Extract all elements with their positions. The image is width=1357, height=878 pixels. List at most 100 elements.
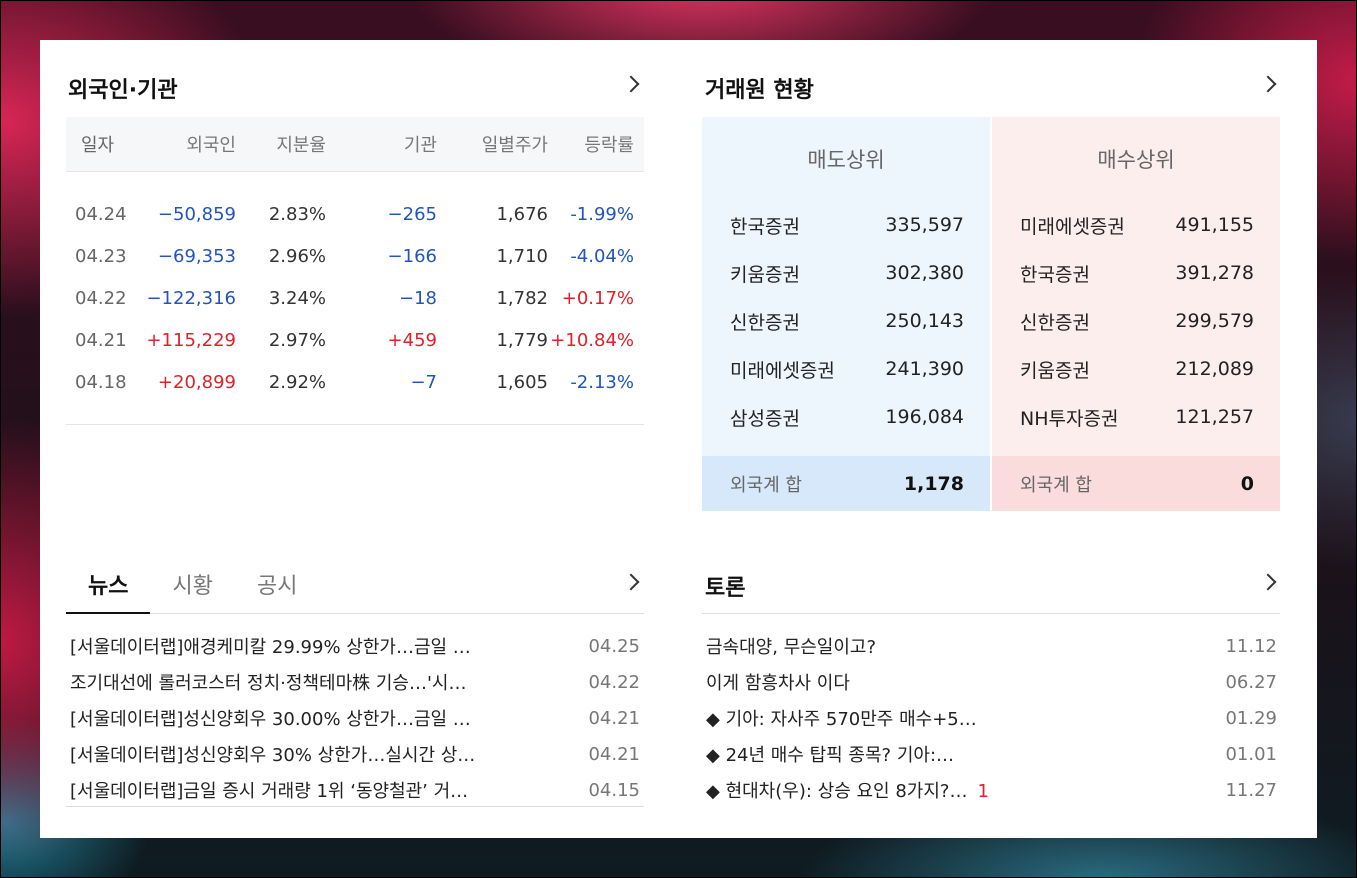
sell-header: 매도상위 bbox=[807, 148, 885, 172]
news-date: 04.15 bbox=[588, 779, 640, 801]
discussion-title-text[interactable]: ◆ 기아: 자사주 570만주 매수+5… bbox=[706, 705, 977, 731]
broker-value: 299,579 bbox=[1175, 310, 1254, 332]
list-item: 신한증권 250,143 bbox=[702, 297, 990, 345]
broker-value: 196,084 bbox=[885, 406, 964, 428]
row-price: 1,710 bbox=[496, 245, 548, 267]
foreign-institution-more-icon[interactable] bbox=[622, 75, 640, 93]
news-title[interactable]: [서울데이터랩]애경케미칼 29.99% 상한가…금일 … bbox=[70, 637, 471, 658]
row-ratio: 2.96% bbox=[268, 245, 326, 267]
row-change: +10.84% bbox=[550, 329, 634, 351]
foreign-total-label: 외국계 합 bbox=[730, 474, 802, 496]
list-item[interactable]: [서울데이터랩]성신양회우 30% 상한가…실시간 상… 04.21 bbox=[70, 736, 642, 772]
tab-news[interactable]: 뉴스 bbox=[66, 562, 151, 614]
broker-more-icon[interactable] bbox=[1259, 75, 1277, 93]
broker-name: 신한증권 bbox=[730, 311, 800, 334]
post-title[interactable]: ◆ 24년 매수 탑픽 종목? 기아:… bbox=[706, 745, 955, 766]
broker-value: 335,597 bbox=[885, 214, 964, 236]
row-inst: −18 bbox=[399, 287, 437, 309]
broker-value: 241,390 bbox=[885, 358, 964, 380]
list-item: 키움증권 302,380 bbox=[702, 249, 990, 297]
buy-top-column: 매수상위 미래에셋증권 491,155 한국증권 391,278 신한증권 299,5… bbox=[992, 117, 1280, 511]
header-foreign: 외국인 bbox=[186, 135, 236, 156]
list-item: 키움증권 212,089 bbox=[992, 345, 1280, 393]
broker-panel: 매도상위 한국증권 335,597 키움증권 302,380 신한증권 250,143… bbox=[702, 117, 1280, 511]
discussion-list: 금속대양, 무슨일이고? 11.12 이게 함흥차사 이다 06.27 ◆ 기아: … bbox=[706, 628, 1279, 808]
news-date: 04.21 bbox=[588, 743, 640, 765]
list-item: NH투자증권 121,257 bbox=[992, 393, 1280, 441]
broker-value: 250,143 bbox=[885, 310, 964, 332]
list-item[interactable]: 금속대양, 무슨일이고? 11.12 bbox=[706, 628, 1279, 664]
list-item[interactable]: [서울데이터랩]성신양회우 30.00% 상한가…금일 … 04.21 bbox=[70, 700, 642, 736]
broker-name: 한국증권 bbox=[1020, 263, 1090, 286]
list-item[interactable]: 조기대선에 롤러코스터 정치·정책테마株 기승…'시… 04.22 bbox=[70, 664, 642, 700]
row-price: 1,676 bbox=[496, 203, 548, 225]
post-title[interactable]: 이게 함흥차사 이다 bbox=[706, 673, 850, 694]
post-date: 11.27 bbox=[1225, 779, 1277, 801]
list-item: 한국증권 335,597 bbox=[702, 201, 990, 249]
list-item[interactable]: 이게 함흥차사 이다 06.27 bbox=[706, 664, 1279, 700]
row-price: 1,782 bbox=[496, 287, 548, 309]
row-foreign: −69,353 bbox=[157, 245, 236, 267]
foreign-total-value: 0 bbox=[1240, 472, 1254, 495]
table-header: 일자 외국인 지분율 기관 일별주가 등락률 bbox=[66, 117, 644, 172]
row-inst: +459 bbox=[387, 329, 437, 351]
header-inst: 기관 bbox=[403, 135, 437, 156]
row-date: 04.23 bbox=[75, 245, 127, 267]
row-change: -1.99% bbox=[570, 203, 634, 225]
list-item: 삼성증권 196,084 bbox=[702, 393, 990, 441]
broker-name: 키움증권 bbox=[1020, 359, 1090, 382]
list-item[interactable]: ◆ 기아: 자사주 570만주 매수+5… 01.29 bbox=[706, 700, 1279, 736]
news-date: 04.25 bbox=[588, 635, 640, 657]
news-title[interactable]: [서울데이터랩]금일 증시 거래량 1위 ‘동양철관’ 거… bbox=[70, 781, 469, 802]
tab-disclosure[interactable]: 공시 bbox=[256, 574, 298, 599]
foreign-total-label: 외국계 합 bbox=[1020, 474, 1092, 496]
news-title[interactable]: [서울데이터랩]성신양회우 30% 상한가…실시간 상… bbox=[70, 745, 476, 766]
broker-name: NH투자증권 bbox=[1020, 407, 1119, 430]
post-title[interactable]: ◆ 현대차(우): 상승 요인 8가지?… bbox=[706, 781, 968, 802]
buy-header: 매수상위 bbox=[1097, 148, 1175, 172]
tab-market[interactable]: 시황 bbox=[172, 574, 213, 599]
broker-name: 미래에셋증권 bbox=[1020, 215, 1125, 238]
news-divider bbox=[66, 806, 644, 807]
discussion-title-text[interactable]: 이게 함흥차사 이다 bbox=[706, 669, 850, 695]
discussion-title-text[interactable]: 금속대양, 무슨일이고? bbox=[706, 633, 876, 659]
table-row: 04.18 +20,899 2.92% −7 1,605 -2.13% bbox=[66, 361, 644, 403]
broker-name: 한국증권 bbox=[730, 215, 800, 238]
row-inst: −7 bbox=[410, 371, 437, 393]
row-change: +0.17% bbox=[561, 287, 634, 309]
list-item[interactable]: [서울데이터랩]애경케미칼 29.99% 상한가…금일 … 04.25 bbox=[70, 628, 642, 664]
list-item[interactable]: ◆ 24년 매수 탑픽 종목? 기아:… 01.01 bbox=[706, 736, 1279, 772]
news-date: 04.22 bbox=[588, 671, 640, 693]
post-title[interactable]: ◆ 기아: 자사주 570만주 매수+5… bbox=[706, 709, 977, 730]
news-title[interactable]: [서울데이터랩]성신양회우 30.00% 상한가…금일 … bbox=[70, 709, 471, 730]
post-title[interactable]: 금속대양, 무슨일이고? bbox=[706, 637, 877, 658]
row-foreign: +20,899 bbox=[157, 371, 236, 393]
broker-value: 391,278 bbox=[1175, 262, 1254, 284]
post-date: 11.12 bbox=[1225, 635, 1277, 657]
discussion-divider bbox=[702, 613, 1280, 614]
news-date: 04.21 bbox=[588, 707, 640, 729]
row-price: 1,779 bbox=[496, 329, 548, 351]
list-item[interactable]: ◆ 현대차(우): 상승 요인 8가지?… 1 11.27 bbox=[706, 772, 1279, 808]
row-foreign: −122,316 bbox=[146, 287, 236, 309]
discussion-title-text[interactable]: ◆ 24년 매수 탑픽 종목? 기아:… bbox=[706, 741, 954, 767]
row-inst: −265 bbox=[387, 203, 437, 225]
row-inst: −166 bbox=[387, 245, 437, 267]
list-item[interactable]: [서울데이터랩]금일 증시 거래량 1위 ‘동양철관’ 거… 04.15 bbox=[70, 772, 642, 808]
list-item: 신한증권 299,579 bbox=[992, 297, 1280, 345]
broker-value: 212,089 bbox=[1175, 358, 1254, 380]
news-title[interactable]: 조기대선에 롤러코스터 정치·정책테마株 기승…'시… bbox=[70, 673, 467, 694]
buy-foreign-total: 외국계 합 0 bbox=[992, 456, 1280, 511]
table-row: 04.22 −122,316 3.24% −18 1,782 +0.17% bbox=[66, 277, 644, 319]
news-tabs: 뉴스 시황 공시 bbox=[66, 562, 644, 614]
table-row: 04.21 +115,229 2.97% +459 1,779 +10.84% bbox=[66, 319, 644, 361]
post-date: 06.27 bbox=[1225, 671, 1277, 693]
broker-title: 거래원 현황 bbox=[705, 78, 814, 103]
broker-name: 신한증권 bbox=[1020, 311, 1090, 334]
discussion-title-text[interactable]: ◆ 현대차(우): 상승 요인 8가지?… 1 bbox=[706, 777, 989, 803]
row-price: 1,605 bbox=[496, 371, 548, 393]
broker-name: 키움증권 bbox=[730, 263, 800, 286]
foreign-total-value: 1,178 bbox=[903, 472, 964, 495]
table-row: 04.23 −69,353 2.96% −166 1,710 -4.04% bbox=[66, 235, 644, 277]
discussion-more-icon[interactable] bbox=[1259, 573, 1277, 591]
